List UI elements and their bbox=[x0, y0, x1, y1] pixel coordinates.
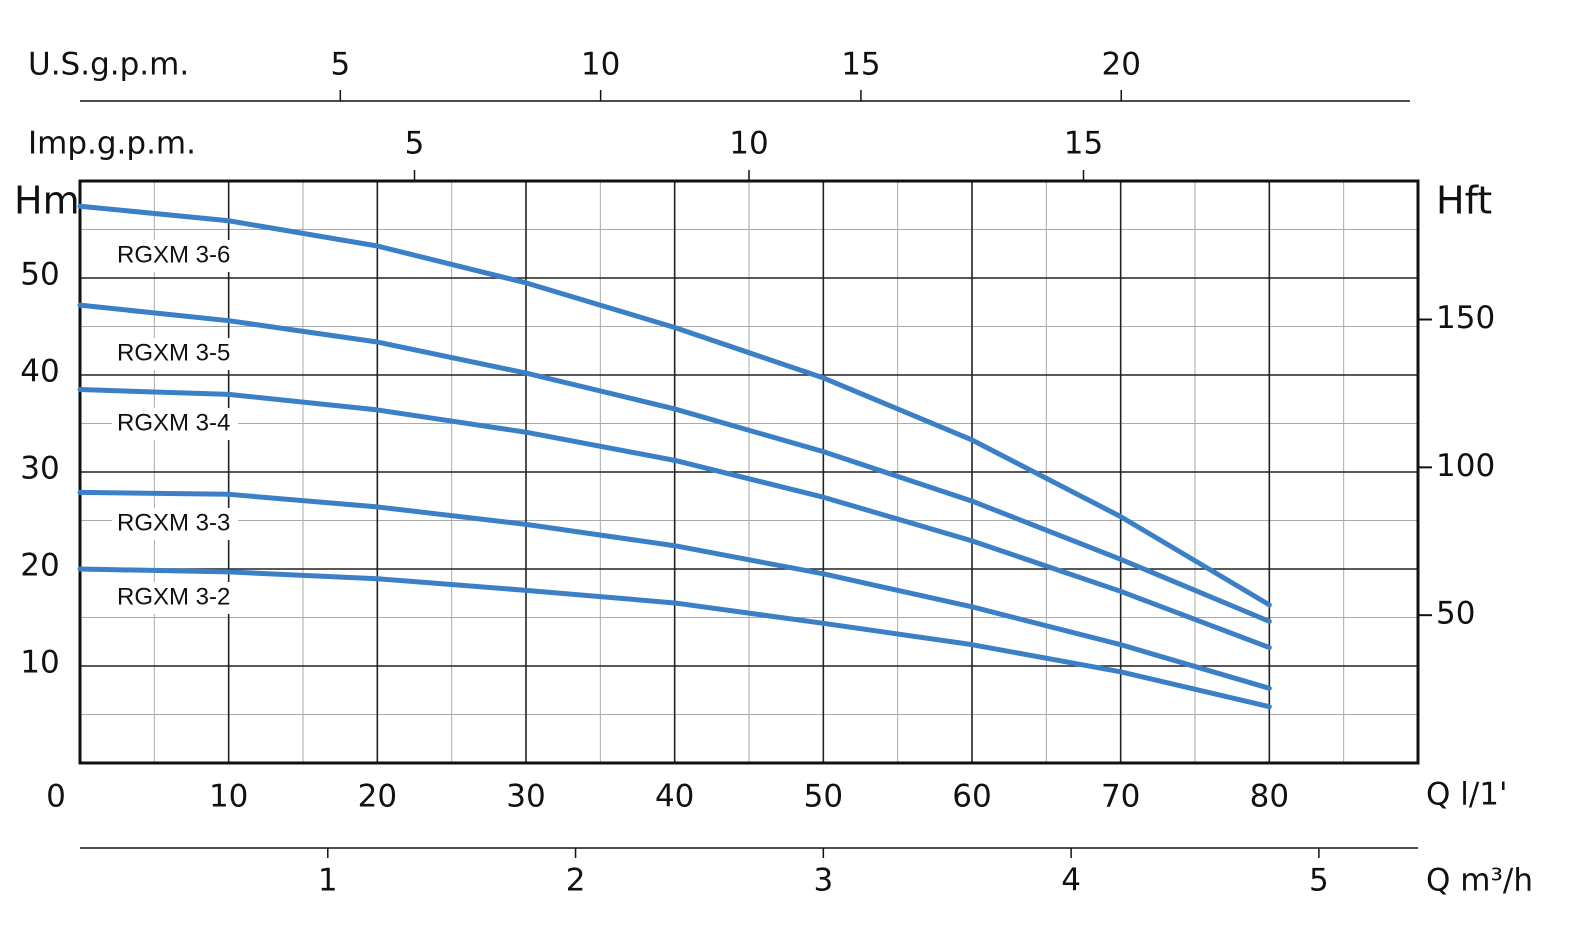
axis-tick-label: 5 bbox=[1309, 863, 1329, 899]
label-background bbox=[112, 408, 238, 440]
y2-tick-label: 100 bbox=[1436, 448, 1495, 484]
series-label: RGXM 3-4 bbox=[117, 409, 230, 436]
series-label: RGXM 3-6 bbox=[117, 241, 230, 268]
axis-title: Q m³/h bbox=[1426, 863, 1533, 899]
x-tick-label: 80 bbox=[1250, 779, 1289, 815]
axis-title: Imp.g.p.m. bbox=[28, 126, 196, 162]
plot-frame bbox=[78, 179, 1420, 765]
series-label: RGXM 3-5 bbox=[117, 339, 230, 366]
series-label: RGXM 3-3 bbox=[117, 509, 230, 536]
y-tick-label: 40 bbox=[20, 354, 59, 390]
label-background bbox=[112, 508, 238, 540]
y-tick-label: 20 bbox=[20, 548, 59, 584]
curve bbox=[77, 489, 1272, 691]
x-tick-label: 10 bbox=[209, 779, 248, 815]
y2-tick-label: 50 bbox=[1436, 596, 1475, 632]
series-label: RGXM 3-2 bbox=[117, 583, 230, 610]
y2-axis-title: Hft bbox=[1436, 179, 1492, 223]
x-tick-label: 20 bbox=[358, 779, 397, 815]
axis-tick-label: 4 bbox=[1061, 863, 1081, 899]
x-tick-label: 40 bbox=[655, 779, 694, 815]
curve bbox=[77, 387, 1272, 651]
axis-title: U.S.g.p.m. bbox=[28, 47, 189, 83]
y-tick-label: 10 bbox=[20, 645, 59, 681]
label-background bbox=[112, 582, 238, 614]
curve bbox=[77, 302, 1272, 624]
x-tick-label: 60 bbox=[952, 779, 991, 815]
axis-tick-label: 15 bbox=[1064, 126, 1103, 162]
y-tick-label: 30 bbox=[20, 451, 59, 487]
x-axis-title: Q l/1' bbox=[1426, 777, 1508, 813]
curve bbox=[77, 566, 1272, 710]
label-background bbox=[112, 338, 238, 370]
axis-tick-label: 10 bbox=[581, 47, 620, 83]
curve bbox=[77, 203, 1272, 608]
axis-tick-label: 1 bbox=[318, 863, 338, 899]
axis-tick-label: 5 bbox=[405, 126, 425, 162]
x-tick-label: 0 bbox=[46, 779, 66, 815]
y-axis-title: Hm bbox=[14, 179, 80, 223]
axis-tick-label: 5 bbox=[330, 47, 350, 83]
x-tick-label: 70 bbox=[1101, 779, 1140, 815]
axis-tick-label: 15 bbox=[841, 47, 880, 83]
y-tick-label: 50 bbox=[20, 257, 59, 293]
y2-tick-label: 150 bbox=[1436, 300, 1495, 336]
axis-tick-label: 10 bbox=[729, 126, 768, 162]
axis-tick-label: 2 bbox=[566, 863, 586, 899]
axis-tick-label: 3 bbox=[813, 863, 833, 899]
x-tick-label: 50 bbox=[804, 779, 843, 815]
label-background bbox=[112, 240, 238, 272]
axis-tick-label: 20 bbox=[1102, 47, 1141, 83]
x-tick-label: 30 bbox=[506, 779, 545, 815]
